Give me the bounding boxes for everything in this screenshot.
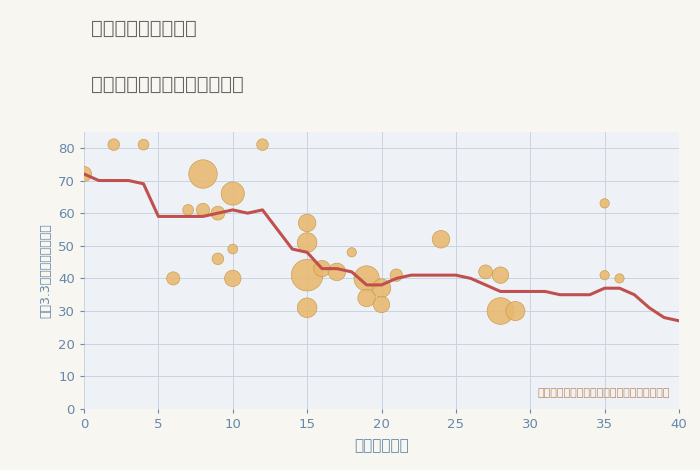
Text: 千葉県野田市桜の里: 千葉県野田市桜の里 [91, 19, 197, 38]
Point [316, 265, 328, 273]
Point [302, 304, 313, 312]
Point [138, 141, 149, 149]
Point [227, 190, 238, 197]
Point [212, 210, 223, 217]
Point [391, 271, 402, 279]
Point [361, 274, 372, 282]
Point [599, 200, 610, 207]
Point [510, 307, 521, 315]
Point [302, 239, 313, 246]
Point [227, 245, 238, 253]
Text: 円の大きさは、取引のあった物件面積を示す: 円の大きさは、取引のあった物件面積を示す [538, 388, 670, 398]
Point [197, 206, 209, 214]
Point [346, 249, 357, 256]
Point [302, 271, 313, 279]
Point [361, 294, 372, 302]
Point [257, 141, 268, 149]
Point [331, 268, 342, 275]
Point [197, 170, 209, 178]
Point [435, 235, 447, 243]
Point [495, 307, 506, 315]
Point [78, 170, 90, 178]
Point [168, 274, 179, 282]
Point [599, 271, 610, 279]
Point [614, 274, 625, 282]
Point [495, 271, 506, 279]
Point [108, 141, 119, 149]
Point [302, 219, 313, 227]
X-axis label: 築年数（年）: 築年数（年） [354, 438, 409, 453]
Y-axis label: 平（3.3㎡）単価（万円）: 平（3.3㎡）単価（万円） [39, 223, 52, 318]
Point [376, 284, 387, 292]
Point [183, 206, 194, 214]
Text: 築年数別中古マンション価格: 築年数別中古マンション価格 [91, 75, 244, 94]
Point [480, 268, 491, 275]
Point [376, 301, 387, 308]
Point [212, 255, 223, 263]
Point [227, 274, 238, 282]
